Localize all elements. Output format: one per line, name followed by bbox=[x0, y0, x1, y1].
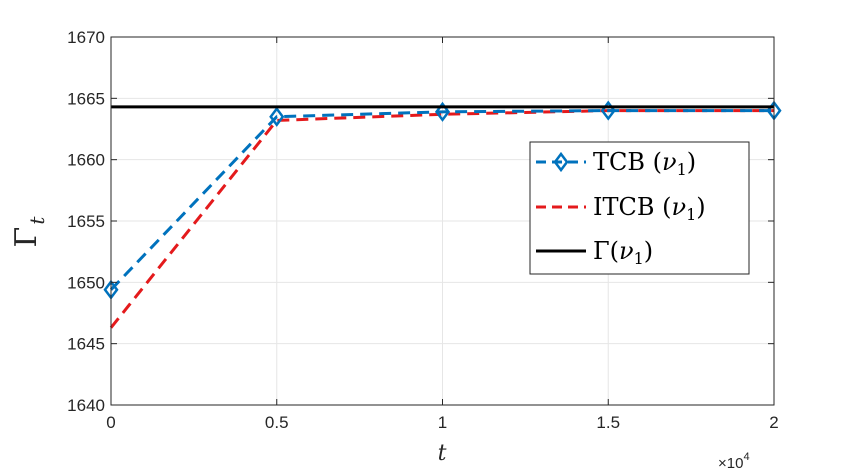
x-axis-label: t bbox=[438, 441, 447, 466]
x-multiplier-exponent: 4 bbox=[743, 451, 749, 463]
y-tick-label: 1650 bbox=[67, 273, 105, 292]
legend: TCB (ν1)ITCB (ν1)Γ(ν1) bbox=[529, 141, 750, 275]
series-line-2 bbox=[109, 109, 774, 329]
legend-label-var: ν bbox=[671, 193, 686, 221]
legend-label-2: ITCB (ν1) bbox=[593, 193, 706, 224]
legend-label-1: TCB (ν1) bbox=[593, 148, 696, 179]
series-1-marker bbox=[269, 106, 285, 127]
x-multiplier-base: ×10 bbox=[718, 455, 743, 472]
legend-label-close: ) bbox=[687, 148, 696, 176]
y-tick-label: 1660 bbox=[67, 151, 105, 170]
y-tick-label: 1655 bbox=[67, 212, 105, 231]
series-layer bbox=[103, 100, 782, 329]
legend-label-close: ) bbox=[644, 237, 653, 265]
legend-label-text: Γ( bbox=[593, 237, 619, 265]
y-axis-label-sub: t bbox=[25, 216, 49, 225]
series-line-1 bbox=[109, 109, 774, 291]
legend-label-sub: 1 bbox=[686, 205, 696, 224]
y-tick-label: 1645 bbox=[67, 335, 105, 354]
series-1-marker bbox=[434, 101, 451, 122]
legend-label-sub: 1 bbox=[677, 160, 687, 179]
x-tick-label: 0.5 bbox=[265, 413, 289, 432]
y-axis-label: Γt bbox=[9, 216, 49, 248]
legend-label-3: Γ(ν1) bbox=[593, 237, 653, 268]
x-tick-label: 2 bbox=[769, 413, 778, 432]
legend-label-var: ν bbox=[619, 237, 634, 265]
y-tick-label: 1670 bbox=[67, 28, 105, 47]
legend-marker-1 bbox=[553, 151, 569, 173]
x-tick-label: 1.5 bbox=[596, 413, 620, 432]
legend-label-text: ITCB ( bbox=[593, 193, 671, 221]
legend-label-text: TCB ( bbox=[593, 148, 662, 176]
legend-label-close: ) bbox=[696, 193, 705, 221]
legend-label-sub: 1 bbox=[634, 249, 644, 268]
y-tick-label: 1640 bbox=[67, 396, 105, 415]
x-axis-multiplier: ×104 bbox=[718, 451, 750, 472]
y-axis-label-main: Γ bbox=[9, 227, 44, 248]
x-tick-label: 1 bbox=[438, 413, 447, 432]
y-tick-label: 1665 bbox=[67, 89, 105, 108]
legend-label-var: ν bbox=[662, 148, 677, 176]
x-tick-label: 0 bbox=[106, 413, 115, 432]
ticks: 0 0.5 1 1.5 2 1640 1645 1650 1655 1660 1665 1670 bbox=[67, 28, 779, 432]
